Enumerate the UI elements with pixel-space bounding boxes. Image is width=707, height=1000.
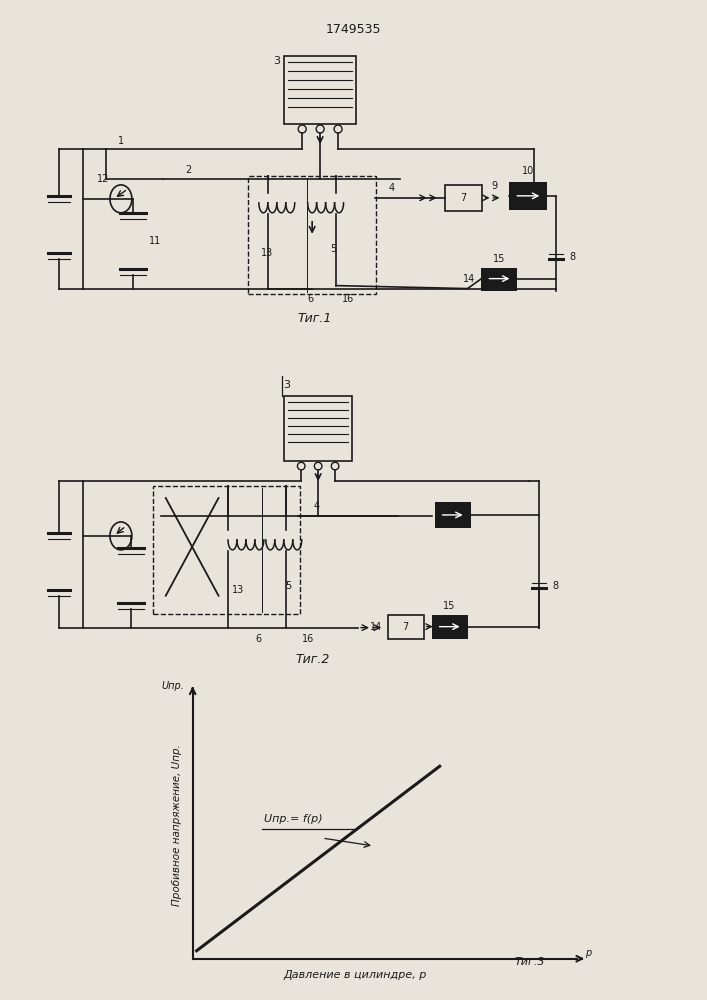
Text: 7: 7 [403, 622, 409, 632]
Text: 14: 14 [463, 274, 476, 284]
Bar [388, 615, 423, 639]
Text: Uпр.: Uпр. [162, 681, 185, 691]
Text: Uпр.= f(p): Uпр.= f(p) [264, 814, 323, 824]
Text: 13: 13 [261, 248, 274, 258]
Text: 7: 7 [460, 193, 467, 203]
Bar [284, 396, 352, 461]
Text: 5: 5 [330, 244, 337, 254]
Text: 3: 3 [283, 380, 290, 390]
Text: 8: 8 [552, 581, 559, 591]
Text: 16: 16 [342, 294, 354, 304]
Bar [445, 185, 482, 211]
Bar [153, 486, 300, 614]
Text: 8: 8 [569, 252, 575, 262]
Text: p: p [585, 948, 591, 958]
Bar [248, 176, 376, 294]
Text: 1: 1 [118, 136, 124, 146]
Text: 9: 9 [491, 181, 498, 191]
Text: 16: 16 [302, 634, 315, 644]
Text: 1749535: 1749535 [325, 23, 381, 36]
Bar [284, 56, 356, 124]
Bar [509, 182, 547, 210]
Bar [481, 268, 518, 291]
Text: 15: 15 [493, 254, 506, 264]
Text: 12: 12 [97, 174, 109, 184]
Text: 13: 13 [233, 585, 245, 595]
Text: 10: 10 [522, 166, 534, 176]
Text: 14: 14 [370, 622, 382, 632]
Text: 6: 6 [255, 634, 262, 644]
Text: 2: 2 [185, 165, 192, 175]
Text: Пробивное напряжение, Uпр.: Пробивное напряжение, Uпр. [172, 744, 182, 906]
Text: 4: 4 [389, 183, 395, 193]
Bar [435, 502, 471, 528]
Text: 3: 3 [273, 56, 280, 66]
Text: Давление в цилиндре, p: Давление в цилиндре, p [284, 970, 427, 980]
Text: 4: 4 [313, 501, 319, 511]
Text: 6: 6 [307, 294, 313, 304]
Text: Τиг.1: Τиг.1 [298, 312, 332, 325]
Text: 11: 11 [148, 236, 161, 246]
Text: 15: 15 [443, 601, 456, 611]
Text: Τиг.2: Τиг.2 [295, 653, 329, 666]
Text: 5: 5 [285, 581, 291, 591]
Bar [432, 615, 467, 639]
Text: Τиг.3: Τиг.3 [514, 957, 544, 967]
